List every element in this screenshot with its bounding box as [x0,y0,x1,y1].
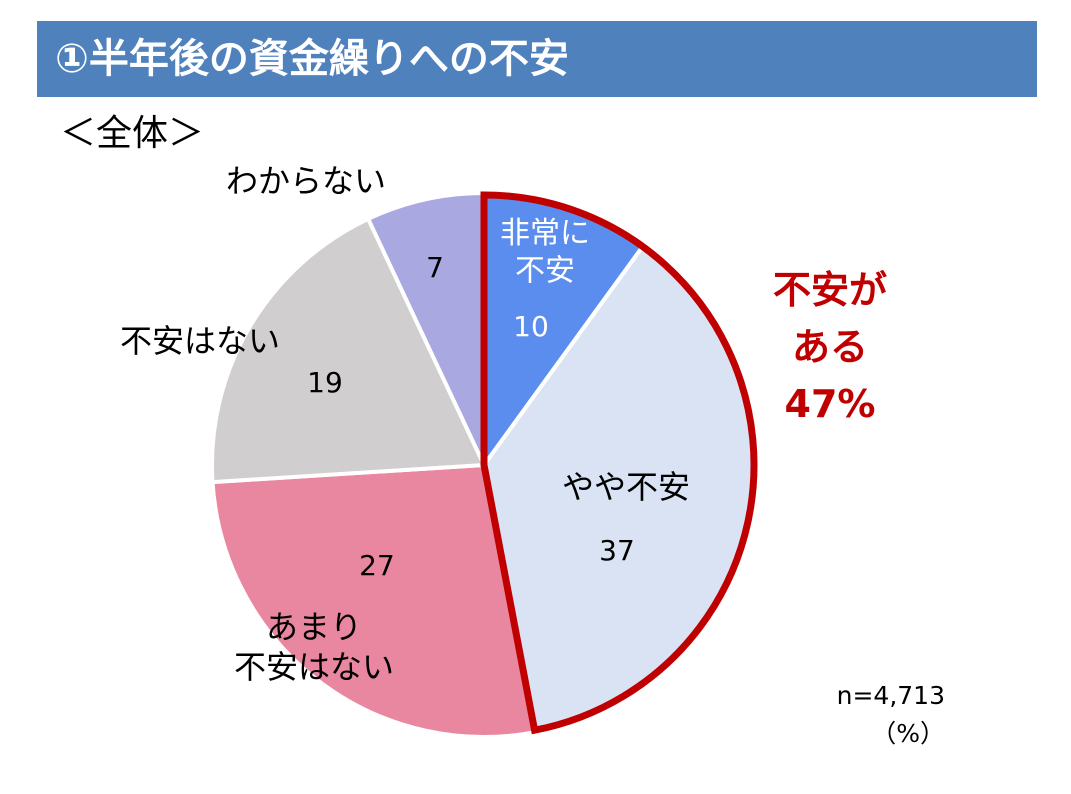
slice-value-label: 19 [307,366,343,399]
pie-slice [210,462,538,739]
slice-value-label: 7 [426,251,444,284]
slice-value-label: 10 [513,310,549,343]
slice-value-label: 37 [599,534,635,567]
slice-category-label: 不安はない [120,322,280,360]
slice-category-label: やや不安 [562,468,690,506]
pie-slice [210,216,488,485]
title-bar: ①半年後の資金繰りへの不安 [37,21,1037,97]
callout-line-1: 不安が [772,268,887,312]
slice-category-label: わからない [226,162,386,200]
slice-category-label: あまり不安はない [234,608,394,686]
slice-category-label: 非常に不安 [500,216,590,289]
highlight-callout: 不安が ある 47% [745,262,915,433]
chart-subtitle: ＜全体＞ [60,113,205,154]
callout-line-2: ある [791,325,868,369]
slice-value-label: 27 [359,549,395,582]
callout-line-3: 47% [784,382,876,426]
sample-size: n=4,713 [836,681,945,710]
highlight-outline [480,191,758,735]
unit-label: （%） [871,719,945,748]
page-title: ①半年後の資金繰りへの不安 [55,36,569,82]
